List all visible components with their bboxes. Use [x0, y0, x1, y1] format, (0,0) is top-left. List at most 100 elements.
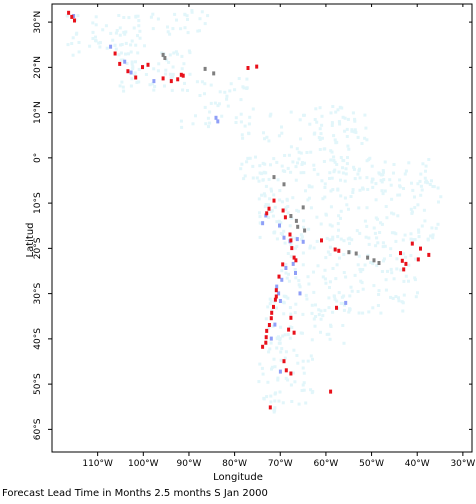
lon-tick-label: 110°W — [82, 459, 113, 469]
coverage-cell — [314, 107, 318, 111]
coverage-cell — [431, 233, 435, 237]
coverage-cell — [320, 136, 324, 140]
coverage-cell — [176, 52, 179, 56]
lat-tick-label: 10°N — [33, 101, 43, 124]
coverage-cell — [329, 205, 333, 209]
coverage-cell — [130, 77, 134, 81]
red-lead-time-cell — [267, 323, 271, 327]
coverage-cell — [138, 36, 142, 40]
coverage-cell — [407, 161, 411, 165]
coverage-cell — [381, 245, 385, 249]
coverage-cell — [297, 209, 300, 213]
coverage-cell — [273, 406, 277, 410]
coverage-cell — [325, 332, 329, 336]
coverage-cell — [267, 216, 271, 219]
gray-lead-time-cell — [377, 261, 381, 265]
red-lead-time-cell — [141, 65, 144, 70]
coverage-cell — [275, 160, 279, 164]
coverage-cell — [124, 41, 128, 45]
coverage-cell — [348, 307, 352, 311]
coverage-cell — [91, 37, 95, 40]
coverage-cell — [164, 72, 168, 76]
coverage-cell — [168, 72, 172, 76]
coverage-cell — [148, 83, 152, 87]
coverage-cell — [361, 287, 365, 291]
coverage-cell — [336, 108, 340, 112]
coverage-cell — [419, 193, 423, 197]
coverage-cell — [319, 317, 323, 321]
coverage-cell — [346, 144, 350, 148]
coverage-cell — [284, 263, 288, 267]
coverage-cell — [216, 104, 220, 108]
coverage-cell — [182, 62, 186, 66]
coverage-cell — [297, 150, 301, 154]
coverage-cell — [183, 26, 187, 30]
coverage-cell — [208, 110, 212, 114]
coverage-cell — [401, 238, 405, 242]
coverage-cell — [280, 347, 284, 351]
coverage-cell — [239, 167, 243, 171]
coverage-cell — [310, 303, 314, 307]
coverage-cell — [399, 268, 403, 272]
coverage-cell — [239, 120, 243, 124]
coverage-cell — [149, 15, 153, 19]
coverage-cell — [123, 32, 127, 36]
coverage-cell — [364, 126, 368, 130]
coverage-cell — [273, 205, 277, 209]
coverage-cell — [302, 225, 305, 229]
coverage-cell — [388, 178, 392, 182]
coverage-cell — [417, 235, 421, 239]
coverage-cell — [281, 334, 285, 338]
coverage-cell — [304, 401, 308, 405]
coverage-cell — [169, 76, 173, 80]
coverage-cell — [195, 80, 199, 84]
coverage-cell — [308, 244, 312, 248]
coverage-cell — [261, 178, 265, 182]
axis-ticks: 110°W 100°W 90°W 80°W 70°W 60°W 50°W 40°W 30°W 30… — [33, 4, 475, 469]
coverage-cell — [288, 306, 292, 310]
coverage-cell — [183, 81, 186, 85]
coverage-cell — [346, 117, 350, 121]
coverage-cell — [302, 113, 305, 117]
coverage-cell — [301, 383, 305, 387]
coverage-cell — [164, 68, 168, 72]
coverage-cell — [223, 90, 227, 94]
red-lead-time-cell — [267, 206, 271, 211]
coverage-cell — [275, 346, 279, 350]
coverage-cell — [203, 92, 206, 96]
coverage-cell — [276, 178, 280, 182]
coverage-cell — [151, 12, 155, 16]
coverage-cell — [342, 253, 346, 256]
coverage-cell — [173, 12, 177, 16]
coverage-cell — [390, 271, 394, 275]
coverage-cell — [302, 381, 306, 385]
coverage-cell — [384, 205, 388, 208]
coverage-cell — [242, 177, 246, 181]
coverage-cell — [328, 280, 332, 284]
coverage-cell — [300, 331, 304, 335]
blue-lead-time-cell — [129, 70, 133, 75]
coverage-cell — [151, 27, 155, 31]
coverage-cell — [198, 94, 202, 97]
coverage-cell — [431, 236, 435, 240]
coverage-cell — [397, 296, 400, 300]
coverage-cell — [261, 372, 265, 376]
coverage-cell — [218, 90, 222, 94]
coverage-cell — [262, 192, 266, 196]
coverage-cell — [318, 127, 322, 131]
lat-tick-label: 0° — [33, 153, 43, 163]
red-lead-time-cell — [113, 51, 117, 56]
lon-tick-label: 50°W — [359, 459, 384, 469]
coverage-cell — [319, 330, 322, 334]
coverage-cell — [385, 216, 389, 220]
coverage-cell — [403, 233, 407, 237]
blue-lead-time-cell — [282, 235, 286, 240]
red-lead-time-cell — [404, 261, 408, 266]
coverage-cell — [133, 73, 137, 77]
coverage-cell — [254, 155, 257, 159]
coverage-cell — [266, 380, 270, 384]
coverage-cell — [134, 60, 137, 64]
coverage-cell — [104, 24, 108, 28]
coverage-cell — [380, 189, 384, 193]
coverage-cell — [200, 80, 204, 84]
